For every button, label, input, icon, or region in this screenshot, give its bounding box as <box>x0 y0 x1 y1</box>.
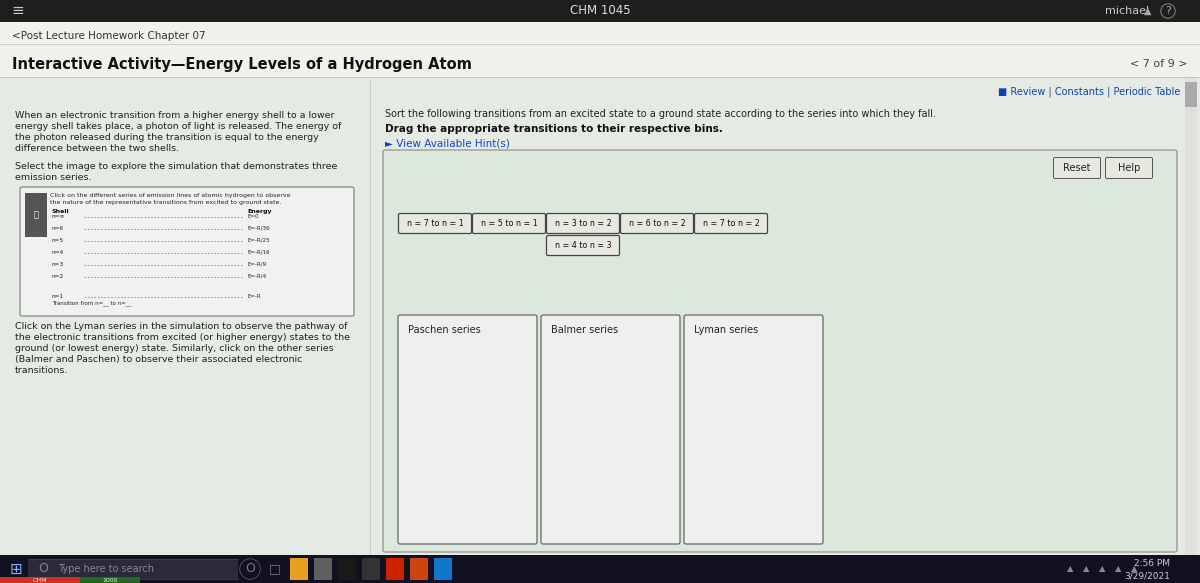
Text: the nature of the representative transitions from excited to ground state.: the nature of the representative transit… <box>50 200 281 205</box>
Text: the electronic transitions from excited (or higher energy) states to the: the electronic transitions from excited … <box>14 333 350 342</box>
Text: 🔬: 🔬 <box>34 210 38 220</box>
Text: n=3: n=3 <box>52 262 65 266</box>
Bar <box>434 558 452 580</box>
Text: ▲: ▲ <box>1145 6 1152 16</box>
Text: Balmer series: Balmer series <box>551 325 618 335</box>
Text: n=6: n=6 <box>52 226 64 230</box>
Text: 2:56 PM: 2:56 PM <box>1134 559 1170 567</box>
Text: michael: michael <box>1105 6 1150 16</box>
Text: ≡: ≡ <box>12 3 24 19</box>
Bar <box>28 559 238 579</box>
FancyBboxPatch shape <box>20 187 354 316</box>
Text: CHM 1045: CHM 1045 <box>570 5 630 17</box>
Text: n = 5 to n = 1: n = 5 to n = 1 <box>481 219 538 228</box>
Text: CHM: CHM <box>32 578 47 582</box>
Bar <box>410 558 428 580</box>
Bar <box>0 22 1200 77</box>
Text: ▲: ▲ <box>1099 564 1105 574</box>
Text: 3/29/2021: 3/29/2021 <box>1124 571 1170 581</box>
Text: Help: Help <box>1118 163 1140 173</box>
Text: Click on the different series of emission lines of atomic hydrogen to observe: Click on the different series of emissio… <box>50 193 290 198</box>
Bar <box>338 558 356 580</box>
Text: n=5: n=5 <box>52 237 65 243</box>
Text: ■ Review | Constants | Periodic Table: ■ Review | Constants | Periodic Table <box>997 87 1180 97</box>
Text: E=0: E=0 <box>247 213 258 219</box>
Text: Energy: Energy <box>247 209 271 214</box>
Text: n = 7 to n = 1: n = 7 to n = 1 <box>407 219 463 228</box>
Text: difference between the two shells.: difference between the two shells. <box>14 144 179 153</box>
Text: n=2: n=2 <box>52 273 65 279</box>
Text: Paschen series: Paschen series <box>408 325 481 335</box>
Text: Select the image to explore the simulation that demonstrates three: Select the image to explore the simulati… <box>14 162 337 171</box>
Bar <box>0 0 1200 22</box>
FancyBboxPatch shape <box>473 213 546 234</box>
Text: n=4: n=4 <box>52 250 65 255</box>
Text: Interactive Activity—Energy Levels of a Hydrogen Atom: Interactive Activity—Energy Levels of a … <box>12 57 472 72</box>
FancyBboxPatch shape <box>1054 157 1100 178</box>
FancyBboxPatch shape <box>541 315 680 544</box>
Text: Shell: Shell <box>52 209 70 214</box>
FancyBboxPatch shape <box>620 213 694 234</box>
Text: O: O <box>245 563 254 575</box>
Text: Drag the appropriate transitions to their respective bins.: Drag the appropriate transitions to thei… <box>385 124 722 134</box>
Text: □: □ <box>269 563 281 575</box>
Bar <box>362 558 380 580</box>
Text: E=-R/9: E=-R/9 <box>247 262 266 266</box>
Text: energy shell takes place, a photon of light is released. The energy of: energy shell takes place, a photon of li… <box>14 122 341 131</box>
FancyBboxPatch shape <box>684 315 823 544</box>
FancyBboxPatch shape <box>398 315 538 544</box>
FancyBboxPatch shape <box>398 213 472 234</box>
Text: n = 4 to n = 3: n = 4 to n = 3 <box>554 241 611 250</box>
Bar <box>0 77 1200 555</box>
Text: O: O <box>38 563 48 575</box>
Text: ▲: ▲ <box>1115 564 1121 574</box>
Text: n = 3 to n = 2: n = 3 to n = 2 <box>554 219 611 228</box>
Text: E=-R/25: E=-R/25 <box>247 237 270 243</box>
Bar <box>0 555 1200 583</box>
Text: ▲: ▲ <box>1067 564 1073 574</box>
FancyBboxPatch shape <box>1105 157 1152 178</box>
Text: n=∞: n=∞ <box>52 213 65 219</box>
Text: ground (or lowest energy) state. Similarly, click on the other series: ground (or lowest energy) state. Similar… <box>14 344 334 353</box>
Bar <box>290 558 308 580</box>
Text: ⊞: ⊞ <box>10 561 23 577</box>
Text: the photon released during the transition is equal to the energy: the photon released during the transitio… <box>14 133 319 142</box>
Text: E=-R/36: E=-R/36 <box>247 226 270 230</box>
Text: When an electronic transition from a higher energy shell to a lower: When an electronic transition from a hig… <box>14 111 335 120</box>
Text: E=-R/4: E=-R/4 <box>247 273 266 279</box>
FancyBboxPatch shape <box>695 213 768 234</box>
Text: < 7 of 9 >: < 7 of 9 > <box>1130 59 1188 69</box>
Text: Reset: Reset <box>1063 163 1091 173</box>
FancyBboxPatch shape <box>546 236 619 255</box>
Bar <box>386 558 404 580</box>
Text: Click on the Lyman series in the simulation to observe the pathway of: Click on the Lyman series in the simulat… <box>14 322 348 331</box>
Text: ▲: ▲ <box>1082 564 1090 574</box>
Text: Type here to search: Type here to search <box>58 564 154 574</box>
Bar <box>80 577 140 583</box>
Text: emission series.: emission series. <box>14 173 91 182</box>
Text: Sort the following transitions from an excited state to a ground state according: Sort the following transitions from an e… <box>385 109 936 119</box>
Text: n = 7 to n = 2: n = 7 to n = 2 <box>702 219 760 228</box>
Text: ▲: ▲ <box>1130 564 1138 574</box>
Text: Transition from n=__ to n=__: Transition from n=__ to n=__ <box>52 300 131 306</box>
Text: <Post Lecture Homework Chapter 07: <Post Lecture Homework Chapter 07 <box>12 31 205 41</box>
Text: ?: ? <box>1165 6 1171 16</box>
Text: Lyman series: Lyman series <box>694 325 758 335</box>
Bar <box>1186 82 1198 107</box>
FancyBboxPatch shape <box>546 213 619 234</box>
Text: E=-R: E=-R <box>247 293 260 298</box>
Bar <box>1186 77 1198 555</box>
Bar <box>0 577 80 583</box>
Text: (Balmer and Paschen) to observe their associated electronic: (Balmer and Paschen) to observe their as… <box>14 355 302 364</box>
Text: 1000: 1000 <box>102 578 118 582</box>
FancyBboxPatch shape <box>383 150 1177 552</box>
Text: E=-R/16: E=-R/16 <box>247 250 270 255</box>
Text: transitions.: transitions. <box>14 366 68 375</box>
Bar <box>314 558 332 580</box>
Text: n = 6 to n = 2: n = 6 to n = 2 <box>629 219 685 228</box>
Bar <box>25 193 47 237</box>
Text: n=1: n=1 <box>52 293 64 298</box>
Text: ► View Available Hint(s): ► View Available Hint(s) <box>385 138 510 148</box>
